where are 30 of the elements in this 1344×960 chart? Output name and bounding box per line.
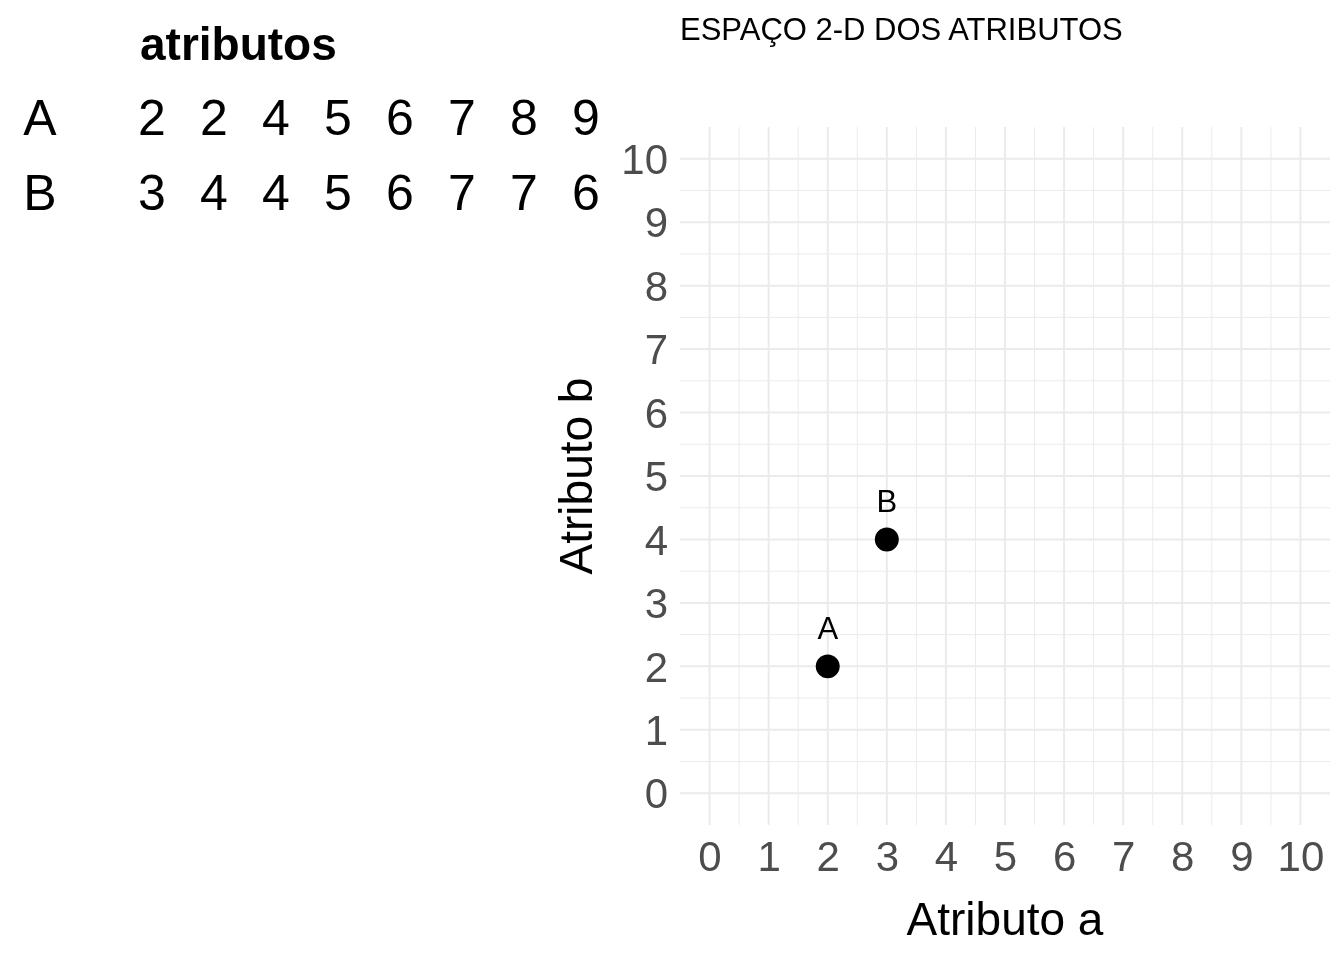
x-tick-label: 9 [1230, 832, 1254, 880]
x-axis-title: Atributo a [906, 893, 1104, 945]
x-tick-label: 8 [1171, 832, 1195, 880]
y-tick-label: 4 [644, 516, 668, 564]
y-tick-label: 8 [644, 262, 668, 310]
chart-title: ESPAÇO 2-D DOS ATRIBUTOS [680, 12, 1123, 47]
y-tick-label: 0 [644, 770, 668, 818]
x-tick-label: 2 [816, 832, 840, 880]
annotation: B [876, 484, 898, 520]
y-tick-label: 6 [644, 389, 668, 437]
y-tick-label: 5 [644, 453, 668, 501]
text: B 3 4 4 5 6 7 7 6 [23, 165, 600, 221]
x-tick-label: 10 [1277, 832, 1325, 880]
x-tick-label: 3 [875, 832, 899, 880]
x-tick-label: 0 [698, 832, 722, 880]
y-tick-label: 2 [644, 643, 668, 691]
y-tick-label: 7 [644, 326, 668, 374]
x-tick-label: 1 [757, 832, 781, 880]
text: atributos [140, 18, 337, 70]
x-tick-label: 7 [1112, 832, 1136, 880]
text: A 2 2 4 5 6 7 8 9 [23, 90, 600, 146]
x-tick-label: 6 [1052, 832, 1077, 880]
y-axis-title: Atributo b [550, 377, 602, 575]
x-tick-label: 5 [993, 832, 1018, 880]
y-tick-label: 9 [644, 199, 668, 247]
annotation: A [817, 611, 839, 647]
y-tick-label: 10 [621, 135, 668, 183]
y-tick-label: 3 [644, 580, 668, 628]
y-tick-label: 1 [644, 707, 668, 755]
x-tick-label: 4 [934, 832, 959, 880]
